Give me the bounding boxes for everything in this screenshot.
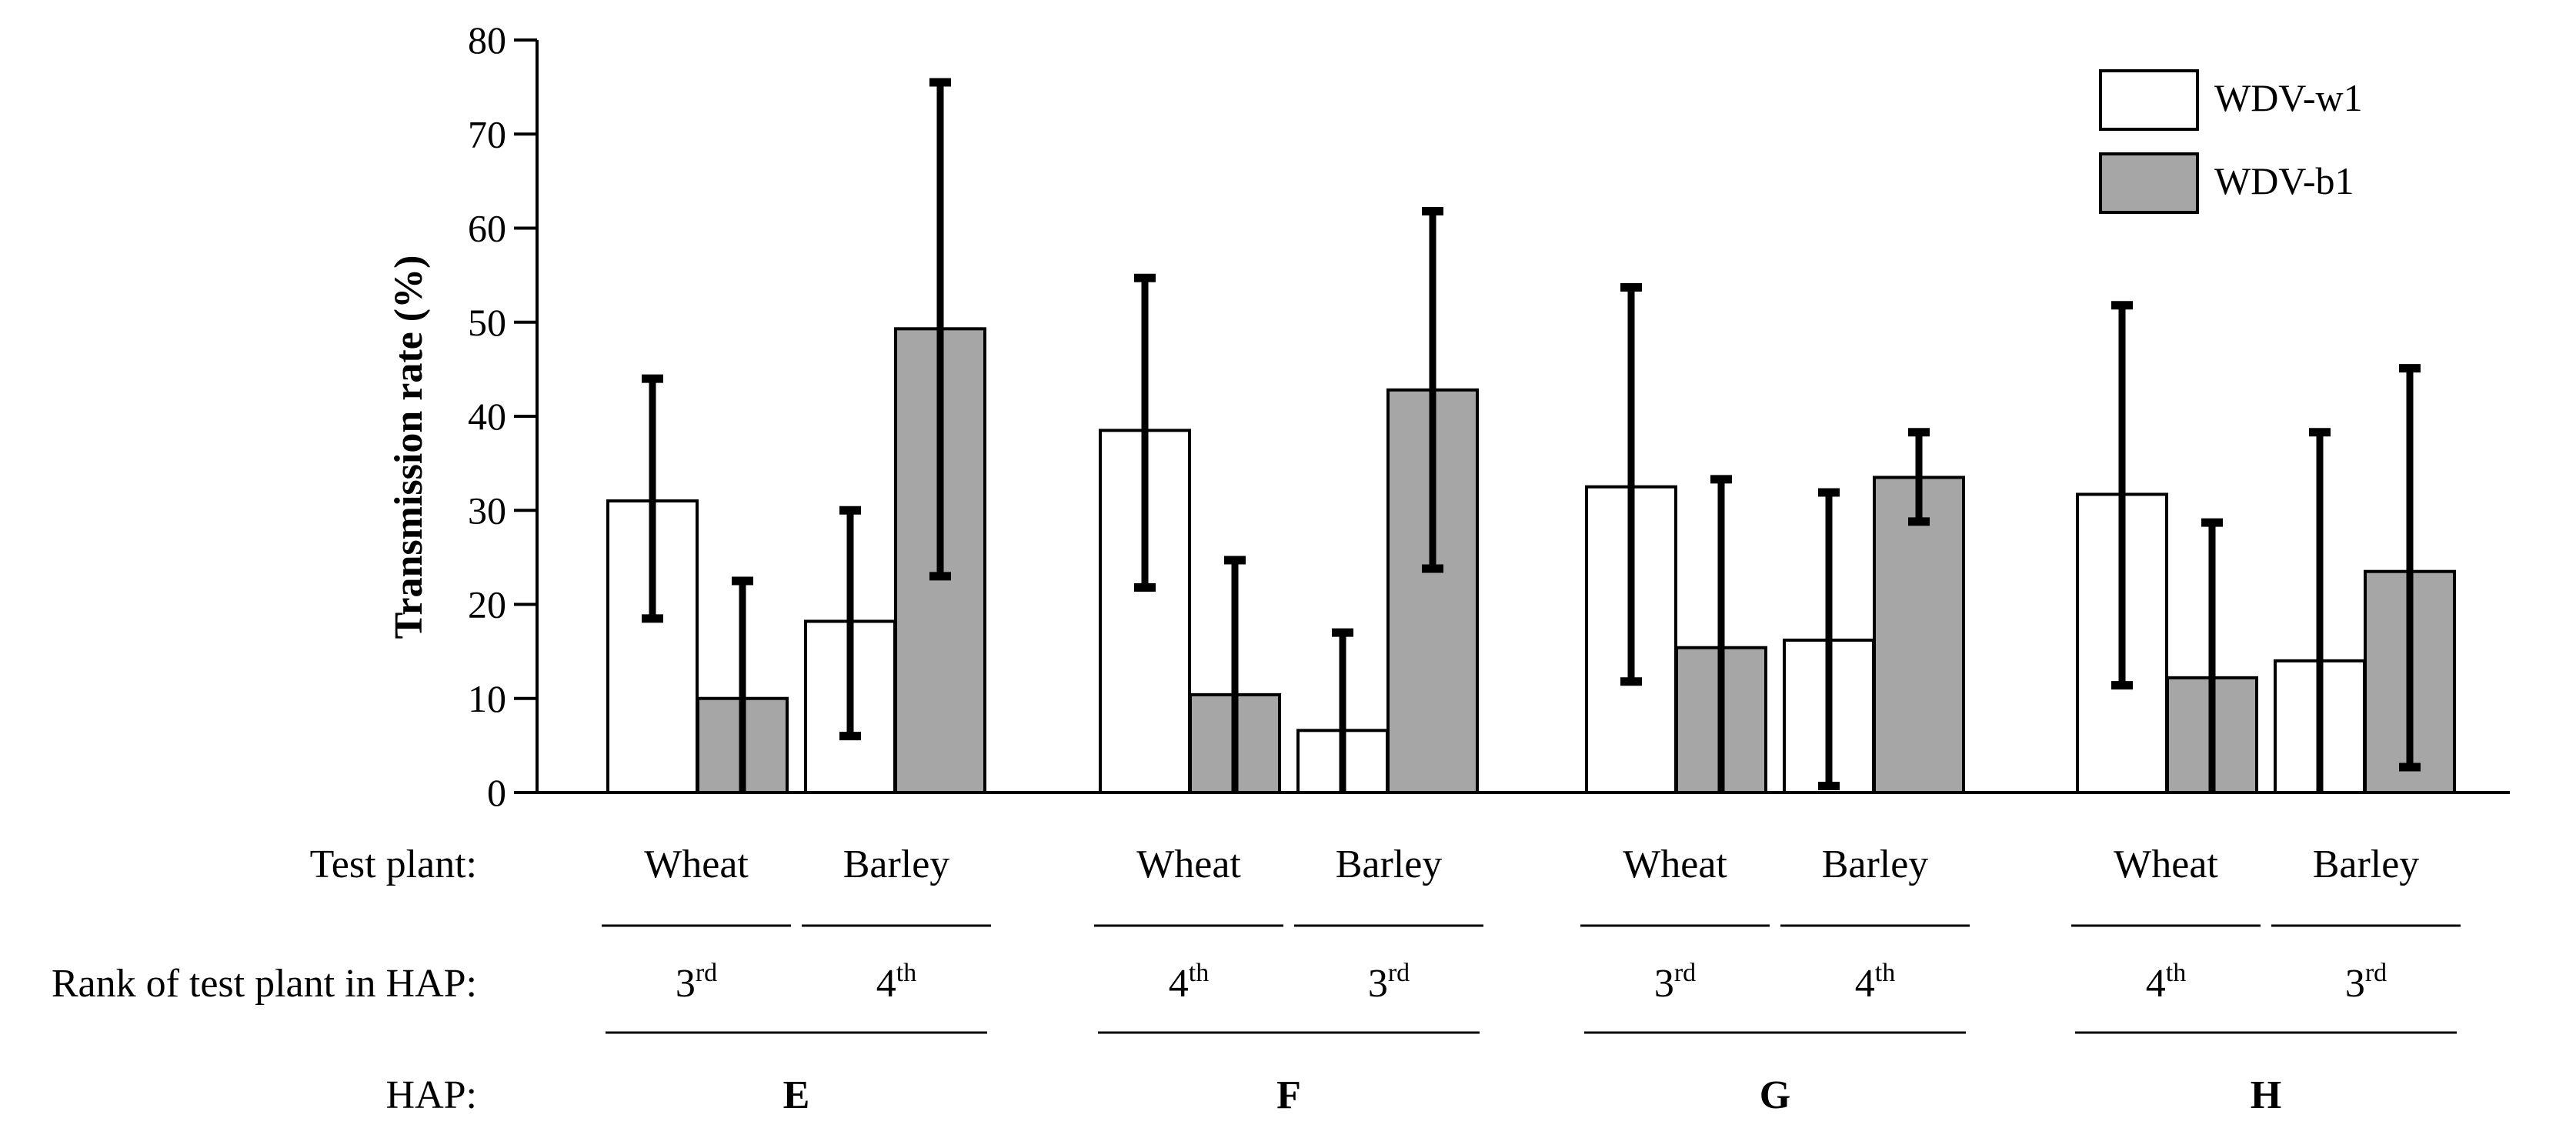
rank-suffix: th (2166, 959, 2186, 987)
y-tick-label: 80 (468, 18, 506, 62)
rank-number: 3 (1654, 962, 1674, 1006)
rank-label: 4th (1169, 959, 1209, 1006)
legend: WDV-w1 WDV-b1 (2099, 69, 2363, 214)
test-plant-label: Wheat (1623, 843, 1727, 886)
rank-label: 4th (2146, 959, 2186, 1006)
rank-number: 3 (676, 962, 696, 1006)
bars (606, 327, 2456, 795)
rank-suffix: th (896, 959, 916, 987)
hap-label: G (1760, 1073, 1790, 1117)
test-plant-label: Wheat (644, 843, 749, 886)
rank-label: 3rd (1368, 959, 1410, 1006)
y-tick-label: 20 (468, 583, 506, 626)
y-tick-label: 60 (468, 207, 506, 250)
legend-swatch-wdv-w1 (2099, 69, 2199, 131)
y-axis-label: Transmission rate (%) (387, 255, 431, 639)
rank-label: 3rd (676, 959, 717, 1006)
rank-label: 3rd (2345, 959, 2387, 1006)
row-label-rank: Rank of test plant in HAP: (52, 962, 477, 1006)
rank-suffix: th (1189, 959, 1209, 987)
rank-number: 3 (2345, 962, 2365, 1006)
rank-suffix: rd (1388, 959, 1410, 987)
rank-label: 3rd (1654, 959, 1696, 1006)
rank-suffix: th (1875, 959, 1895, 987)
y-tick-label: 50 (468, 301, 506, 344)
rank-label: 4th (1855, 959, 1895, 1006)
row-label-hap: HAP: (386, 1073, 477, 1117)
y-tick-label: 10 (468, 677, 506, 720)
legend-label-wdv-w1: WDV-w1 (2214, 76, 2363, 119)
rank-number: 4 (1855, 962, 1875, 1006)
y-tick-label: 30 (468, 489, 506, 532)
test-plant-label: Barley (843, 843, 950, 886)
rank-suffix: rd (696, 959, 717, 987)
bar-G-barley-wdv-b1 (1873, 476, 1965, 795)
y-tick-label: 70 (468, 112, 506, 155)
test-plant-label: Barley (1336, 843, 1443, 886)
hap-label: E (783, 1073, 810, 1117)
rank-number: 3 (1368, 962, 1388, 1006)
x-category-labels: Test plant: Rank of test plant in HAP: HAP… (52, 843, 2461, 1117)
hap-label: H (2251, 1073, 2281, 1117)
legend-swatch-wdv-b1 (2099, 152, 2199, 214)
rank-number: 4 (1169, 962, 1189, 1006)
rank-suffix: rd (1674, 959, 1696, 987)
test-plant-label: Wheat (1136, 843, 1241, 886)
y-tick-label: 40 (468, 395, 506, 438)
test-plant-label: Barley (2313, 843, 2420, 886)
rank-label: 4th (876, 959, 916, 1006)
rank-number: 4 (2146, 962, 2166, 1006)
rank-number: 4 (876, 962, 896, 1006)
legend-label-wdv-b1: WDV-b1 (2214, 159, 2354, 202)
row-label-test-plant: Test plant: (310, 843, 477, 886)
test-plant-label: Wheat (2114, 843, 2218, 886)
hap-label: F (1276, 1073, 1301, 1117)
y-tick-label: 0 (487, 771, 506, 814)
rank-suffix: rd (2365, 959, 2387, 987)
test-plant-label: Barley (1822, 843, 1929, 886)
error-bars (642, 78, 2421, 793)
